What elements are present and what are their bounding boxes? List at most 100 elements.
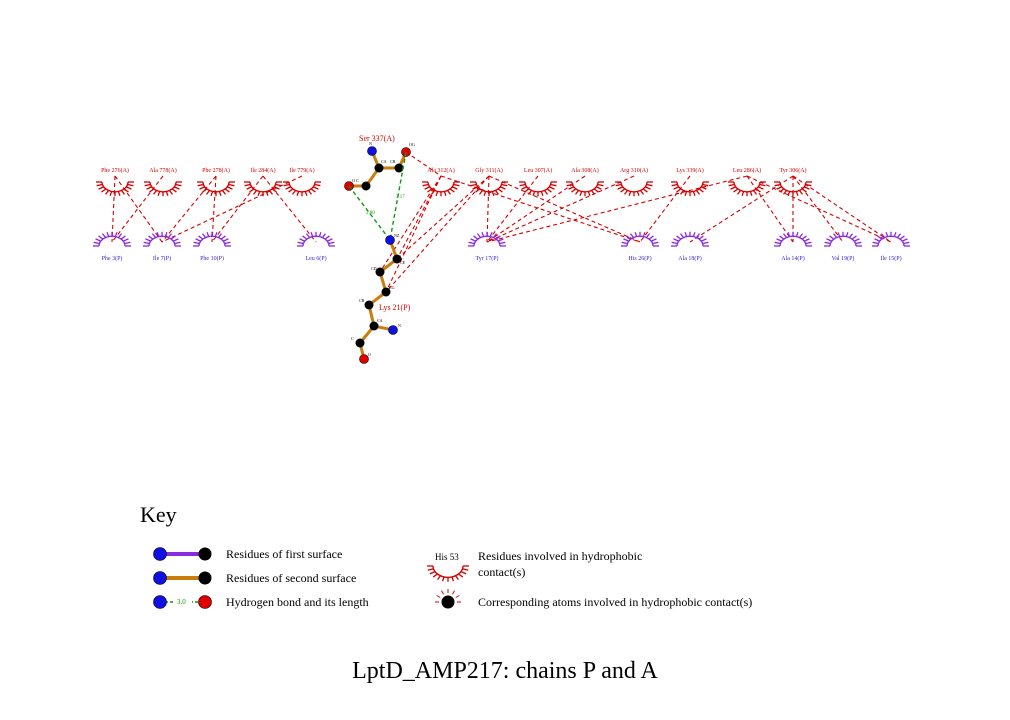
lys-atom-c: C [351,336,354,341]
key-contact-atom [441,595,455,609]
lys-n-atom [388,325,398,335]
hydrophobic-contacts [111,151,892,293]
residue-a-label: Phe 276(A) [101,167,129,174]
lys-atom-cg: CG [389,285,395,290]
residue-p-label: Phe 3(P) [102,255,123,262]
lys-cg-atom [381,287,391,297]
residue-a-label: Ala 312(A) [427,167,455,174]
residue-p-3: Leu 6(P) [297,231,335,262]
lys-nz-atom [385,235,395,245]
residue-a-label: Leu 307(A) [524,167,552,174]
residue-a-10: Lys 339(A) [671,167,709,197]
ser-337-label: Ser 337(A) [359,134,395,143]
residue-a-12: Tyr 306(A) [774,167,812,197]
key-hbond: Hydrogen bond and its length [226,595,369,609]
residue-p-label: Phe 10(P) [200,255,224,262]
ser-cb-atom [394,163,404,173]
lys-atom-cd: CD [371,266,377,271]
hbond-length-2: 2.17 [396,195,405,200]
residue-p-label: Ala 18(P) [678,255,702,262]
key-n-atom-3 [153,595,167,609]
key-o-atom [198,595,212,609]
residue-a-label: Ile 779(A) [289,167,314,174]
key-second-surface: Residues of second surface [226,571,356,585]
residue-a-7: Leu 307(A) [519,167,557,197]
residue-a-5: Ala 312(A) [422,167,460,197]
lys-atom-ca: CA [377,318,383,323]
residue-a-label: Ala 778(A) [149,167,177,174]
residue-a-label: Tyr 306(A) [779,167,806,174]
residue-p-label: Tyr 17(P) [475,255,498,262]
hydrogen-bonds: 2.80 2.17 [348,151,407,241]
lys-o-atom [359,354,369,364]
lys-cb-atom [364,300,374,310]
residue-a-9: Arg 310(A) [615,167,653,197]
ser-atom-cb: CB [390,159,396,164]
chain-a-residues: Phe 276(A) Ala 778(A) Phe 278(A) Ile 284(A)… [96,167,812,197]
chain-p-residues: Phe 3(P) Ile 7(P) Phe 10(P) Leu 6(P) Tyr 17(… [93,231,910,262]
residue-p-label: Ile 15(P) [880,255,901,262]
key-n-atom-2 [153,571,167,585]
residue-p-0: Phe 3(P) [93,231,131,262]
ser-atom-n: N [369,141,372,146]
key-title: Key [140,502,177,527]
ser-c-atom [361,181,371,191]
residue-a-label: Lys 339(A) [676,167,704,174]
lys-cd-atom [375,267,385,277]
key-hbond-example: 3.0 [177,598,186,606]
residue-a-label: Ile 284(A) [250,167,275,174]
lys-c-atom [355,338,365,348]
key-contact-atom-arc [435,589,461,603]
key-first-surface: Residues of first surface [226,547,342,561]
residue-p-2: Phe 10(P) [193,231,231,262]
lys-atom-cb: CB [359,298,365,303]
residue-p-1: Ile 7(P) [143,231,181,262]
residue-a-label: Gly 311(A) [475,167,503,174]
lys-atom-o: O [368,352,371,357]
key-c-atom-2 [198,571,212,585]
residue-p-8: Val 19(P) [824,231,862,262]
residue-a-4: Ile 779(A) [283,167,321,197]
lys-atom-n: N [398,323,401,328]
residue-a-label: Ala 308(A) [571,167,599,174]
ser-atom-ca: CA [381,159,387,164]
residue-p-label: Ala 14(P) [781,255,805,262]
residue-a-11: Leu 286(A) [728,167,766,197]
lys-ca-atom [369,321,379,331]
residue-a-8: Ala 308(A) [566,167,604,197]
key-hydrophobic-2: contact(s) [478,565,525,579]
residue-a-1: Ala 778(A) [144,167,182,197]
hbond-length-1: 2.80 [366,211,375,216]
lys-ce-atom [392,254,402,264]
residue-a-3: Ile 284(A) [244,167,282,197]
residue-p-label: His 26(P) [628,255,651,262]
residue-a-6: Gly 311(A) [470,167,508,197]
residue-a-0: Phe 276(A) [96,167,134,197]
lys-21-label: Lys 21(P) [379,303,411,312]
residue-a-2: Phe 278(A) [197,167,235,197]
ser-n-atom [367,146,377,156]
figure-title: LptD_AMP217: chains P and A [352,658,658,684]
residue-p-4: Tyr 17(P) [468,231,506,262]
key-hydrophobic-1: Residues involved in hydrophobic [478,549,642,563]
residue-p-label: Ile 7(P) [153,255,171,262]
legend: Key Residues of first surface Residues o… [140,502,752,609]
key-corresponding: Corresponding atoms involved in hydropho… [478,595,752,609]
ser-atom-o: O [352,178,355,183]
key-hydrophobic-arc [427,565,469,582]
lys-atom-ce: CE [400,260,406,265]
ser-atom-c: C [356,178,359,183]
residue-p-5: His 26(P) [621,231,659,262]
residue-p-label: Leu 6(P) [305,255,326,262]
residue-a-label: Leu 286(A) [733,167,761,174]
ser-ca-atom [374,163,384,173]
residue-a-label: Arg 310(A) [620,167,648,174]
residue-p-label: Val 19(P) [832,255,855,262]
residue-p-7: Ala 14(P) [774,231,812,262]
lys-21-molecule: NZ CE CD CG CB CA N C O Lys 21(P) [351,233,411,364]
key-c-atom [198,547,212,561]
lys-atom-nz: NZ [394,233,400,238]
residue-a-label: Phe 278(A) [202,167,230,174]
residue-p-9: Ile 15(P) [872,231,910,262]
